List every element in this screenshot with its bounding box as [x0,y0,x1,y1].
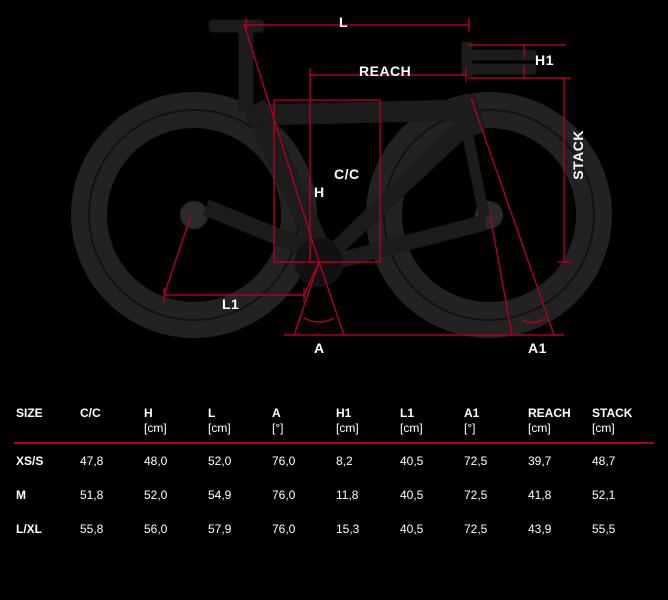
geometry-diagram-svg [14,0,654,380]
table-row: M51,852,054,976,011,840,572,541,852,1 [14,478,654,512]
table-cell: 11,8 [334,478,398,512]
label-reach: REACH [359,63,411,79]
table-header-cell: H[cm] [142,400,206,443]
table-header-unit: [cm] [592,421,652,436]
table-cell: 52,1 [590,478,654,512]
table-header-row: SIZEC/CH[cm]L[cm]A[°]H1[cm]L1[cm]A1[°]RE… [14,400,654,443]
geometry-table: SIZEC/CH[cm]L[cm]A[°]H1[cm]L1[cm]A1[°]RE… [14,400,654,546]
table-cell: 52,0 [142,478,206,512]
table-header-label: H1 [336,406,396,421]
table-header-cell: REACH[cm] [526,400,590,443]
table-header-label: STACK [592,406,652,421]
table-cell: 72,5 [462,512,526,546]
table-cell: 48,0 [142,443,206,478]
table-header-cell: L[cm] [206,400,270,443]
table-cell: 40,5 [398,512,462,546]
table-cell: 55,5 [590,512,654,546]
table-cell: 72,5 [462,478,526,512]
label-cc: C/C [334,166,360,182]
table-cell: 57,9 [206,512,270,546]
label-stack: STACK [570,130,586,180]
table-header-unit: [cm] [528,421,588,436]
table-cell: 76,0 [270,443,334,478]
table-cell: 56,0 [142,512,206,546]
geometry-diagram: L REACH H1 STACK C/C H L1 A A1 [14,0,654,380]
table-cell: 51,8 [78,478,142,512]
table-header-label: REACH [528,406,588,421]
table-cell: M [14,478,78,512]
geometry-table-wrapper: SIZEC/CH[cm]L[cm]A[°]H1[cm]L1[cm]A1[°]RE… [14,400,654,546]
table-header-unit: [cm] [208,421,268,436]
table-row: XS/S47,848,052,076,08,240,572,539,748,7 [14,443,654,478]
table-header-unit: [cm] [144,421,204,436]
table-header-unit: [°] [464,421,524,436]
table-header-label: L [208,406,268,421]
table-header-cell: L1[cm] [398,400,462,443]
table-header-cell: A[°] [270,400,334,443]
geometry-table-head: SIZEC/CH[cm]L[cm]A[°]H1[cm]L1[cm]A1[°]RE… [14,400,654,443]
label-l1: L1 [222,296,239,312]
table-header-label: A [272,406,332,421]
table-cell: 72,5 [462,443,526,478]
table-cell: 15,3 [334,512,398,546]
table-cell: 39,7 [526,443,590,478]
table-row: L/XL55,856,057,976,015,340,572,543,955,5 [14,512,654,546]
table-cell: 43,9 [526,512,590,546]
table-header-label: A1 [464,406,524,421]
table-header-cell: SIZE [14,400,78,443]
table-header-unit: [cm] [336,421,396,436]
table-cell: 55,8 [78,512,142,546]
table-header-cell: A1[°] [462,400,526,443]
label-l: L [339,14,348,30]
table-header-cell: H1[cm] [334,400,398,443]
table-cell: 8,2 [334,443,398,478]
table-cell: XS/S [14,443,78,478]
table-cell: 76,0 [270,478,334,512]
table-header-label: C/C [80,406,140,421]
label-h: H [314,184,325,200]
table-cell: 48,7 [590,443,654,478]
table-header-unit: [cm] [400,421,460,436]
table-cell: 41,8 [526,478,590,512]
table-cell: 47,8 [78,443,142,478]
table-header-label: SIZE [16,406,76,421]
table-cell: 54,9 [206,478,270,512]
table-cell: 40,5 [398,443,462,478]
table-header-cell: C/C [78,400,142,443]
table-header-cell: STACK[cm] [590,400,654,443]
table-cell: L/XL [14,512,78,546]
table-header-unit: [°] [272,421,332,436]
table-header-label: L1 [400,406,460,421]
label-a: A [314,340,325,356]
table-header-label: H [144,406,204,421]
geometry-table-body: XS/S47,848,052,076,08,240,572,539,748,7M… [14,443,654,546]
table-cell: 76,0 [270,512,334,546]
table-cell: 52,0 [206,443,270,478]
label-a1: A1 [528,340,547,356]
label-h1: H1 [535,52,554,68]
table-cell: 40,5 [398,478,462,512]
